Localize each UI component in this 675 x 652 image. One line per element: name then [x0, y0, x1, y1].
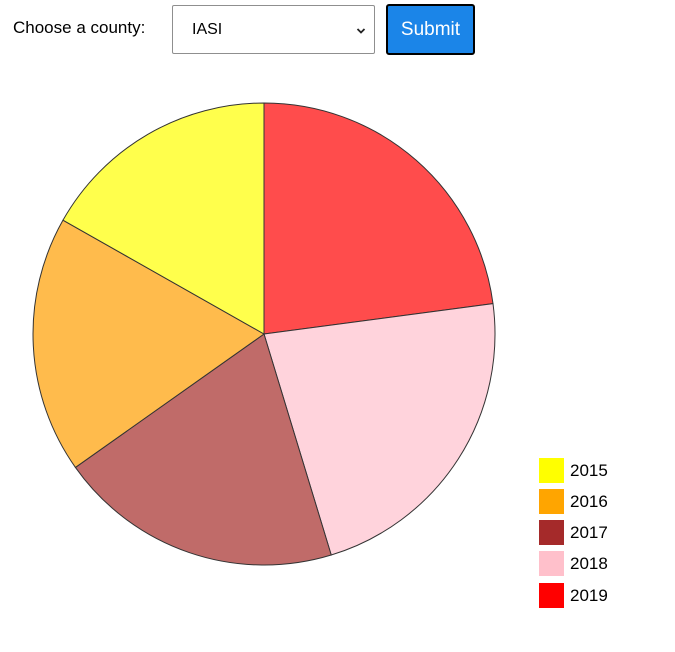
legend-swatch — [539, 551, 564, 576]
legend-label: 2016 — [570, 492, 608, 511]
county-select[interactable]: IASI — [172, 5, 375, 54]
legend-swatch — [539, 583, 564, 608]
pie-slice-2018 — [263, 303, 496, 556]
pie-slice-2016 — [32, 219, 265, 469]
legend-item: 2018 — [539, 551, 659, 577]
county-label: Choose a county: — [13, 18, 146, 37]
county-form: Choose a county: IASI Submit — [0, 0, 675, 60]
legend-swatch — [539, 458, 564, 483]
pie-slice-2019 — [263, 102, 494, 335]
chevron-down-icon — [356, 28, 366, 34]
legend-label: 2015 — [570, 461, 608, 480]
legend-item: 2017 — [539, 520, 659, 546]
legend-label: 2017 — [570, 523, 608, 542]
legend-item: 2015 — [539, 458, 659, 484]
legend-label: 2019 — [570, 586, 608, 605]
legend-item: 2019 — [539, 583, 659, 609]
legend-swatch — [539, 520, 564, 545]
pie-slice-2017 — [74, 333, 332, 566]
legend-label: 2018 — [570, 554, 608, 573]
pie-slice-2015 — [62, 102, 265, 335]
county-select-value: IASI — [192, 21, 223, 38]
legend-item: 2016 — [539, 489, 659, 515]
legend-swatch — [539, 489, 564, 514]
submit-button[interactable]: Submit — [386, 4, 475, 55]
